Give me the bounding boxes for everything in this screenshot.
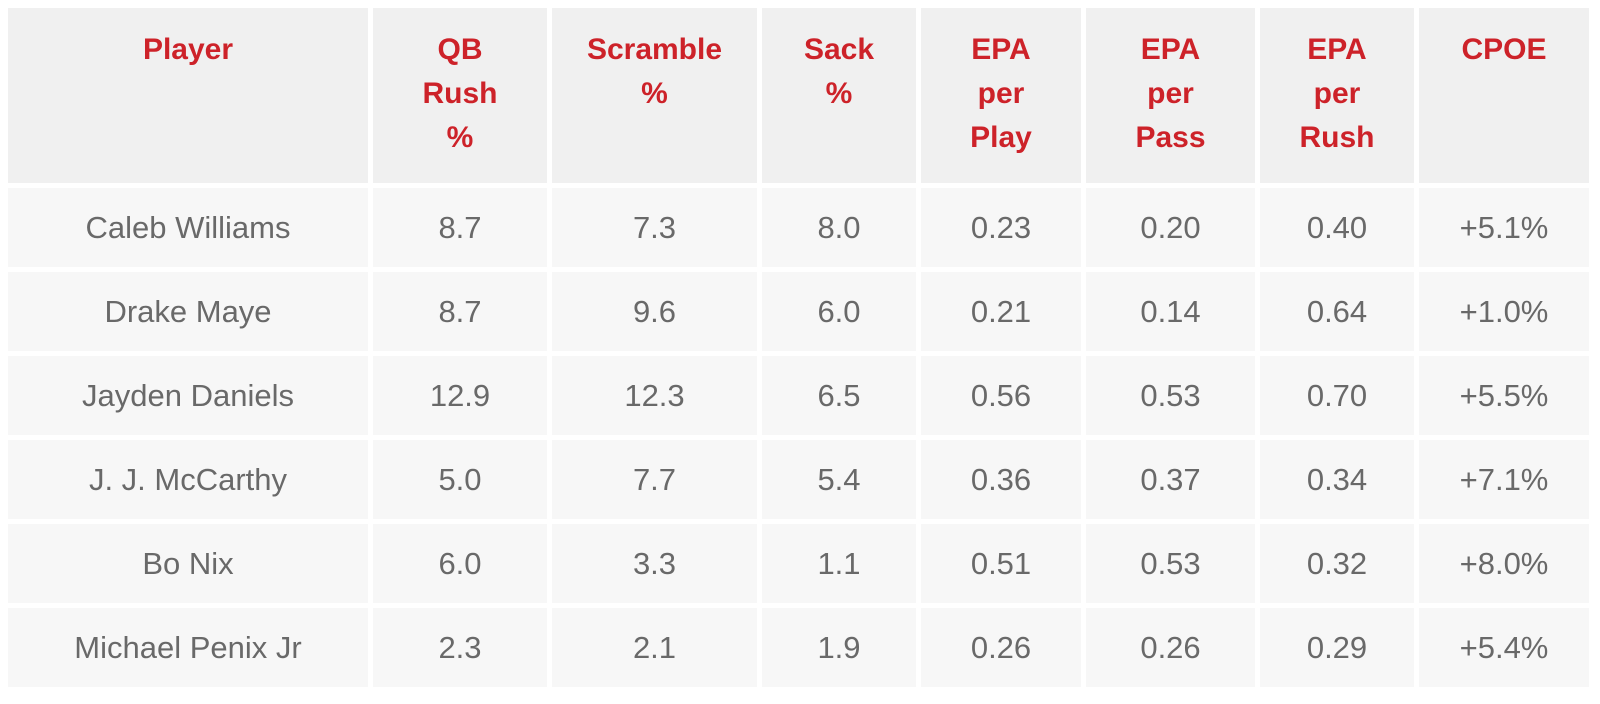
stat-cell-qb-rush-pct: 8.7 [373, 188, 547, 267]
column-header-qb-rush-pct: QB Rush % [373, 8, 547, 183]
column-header-scramble-pct: Scramble % [552, 8, 757, 183]
stat-cell-cpoe: +5.4% [1419, 608, 1589, 687]
table-row: Drake Maye 8.7 9.6 6.0 0.21 0.14 0.64 +1… [8, 272, 1589, 351]
stat-cell-sack-pct: 5.4 [762, 440, 916, 519]
column-header-epa-per-play: EPA per Play [921, 8, 1081, 183]
table-row: Caleb Williams 8.7 7.3 8.0 0.23 0.20 0.4… [8, 188, 1589, 267]
stat-cell-sack-pct: 6.5 [762, 356, 916, 435]
stat-cell-scramble-pct: 2.1 [552, 608, 757, 687]
stat-cell-epa-per-pass: 0.53 [1086, 524, 1255, 603]
stat-cell-epa-per-play: 0.21 [921, 272, 1081, 351]
stat-cell-qb-rush-pct: 12.9 [373, 356, 547, 435]
stat-cell-epa-per-pass: 0.14 [1086, 272, 1255, 351]
stat-cell-sack-pct: 1.9 [762, 608, 916, 687]
stat-cell-epa-per-pass: 0.20 [1086, 188, 1255, 267]
stat-cell-epa-per-rush: 0.32 [1260, 524, 1414, 603]
header-row: Player QB Rush % Scramble % Sack % EPA p… [8, 8, 1589, 183]
stat-cell-epa-per-play: 0.51 [921, 524, 1081, 603]
column-header-epa-per-pass: EPA per Pass [1086, 8, 1255, 183]
player-name-cell: J. J. McCarthy [8, 440, 368, 519]
stat-cell-epa-per-play: 0.36 [921, 440, 1081, 519]
table-header: Player QB Rush % Scramble % Sack % EPA p… [8, 8, 1589, 183]
stat-cell-qb-rush-pct: 8.7 [373, 272, 547, 351]
stat-cell-qb-rush-pct: 6.0 [373, 524, 547, 603]
qb-stats-table: Player QB Rush % Scramble % Sack % EPA p… [3, 3, 1594, 692]
player-name-cell: Jayden Daniels [8, 356, 368, 435]
stat-cell-qb-rush-pct: 5.0 [373, 440, 547, 519]
stat-cell-scramble-pct: 7.3 [552, 188, 757, 267]
stat-cell-epa-per-rush: 0.34 [1260, 440, 1414, 519]
stat-cell-epa-per-rush: 0.64 [1260, 272, 1414, 351]
stat-cell-epa-per-pass: 0.37 [1086, 440, 1255, 519]
stat-cell-sack-pct: 1.1 [762, 524, 916, 603]
table-row: Michael Penix Jr 2.3 2.1 1.9 0.26 0.26 0… [8, 608, 1589, 687]
player-name-cell: Caleb Williams [8, 188, 368, 267]
stat-cell-epa-per-rush: 0.40 [1260, 188, 1414, 267]
stat-cell-epa-per-play: 0.26 [921, 608, 1081, 687]
stat-cell-scramble-pct: 12.3 [552, 356, 757, 435]
stat-cell-cpoe: +5.5% [1419, 356, 1589, 435]
table-body: Caleb Williams 8.7 7.3 8.0 0.23 0.20 0.4… [8, 188, 1589, 687]
stat-cell-cpoe: +8.0% [1419, 524, 1589, 603]
stat-cell-sack-pct: 6.0 [762, 272, 916, 351]
column-header-cpoe: CPOE [1419, 8, 1589, 183]
column-header-epa-per-rush: EPA per Rush [1260, 8, 1414, 183]
stat-cell-scramble-pct: 7.7 [552, 440, 757, 519]
stat-cell-epa-per-pass: 0.53 [1086, 356, 1255, 435]
table-row: Jayden Daniels 12.9 12.3 6.5 0.56 0.53 0… [8, 356, 1589, 435]
stat-cell-epa-per-rush: 0.70 [1260, 356, 1414, 435]
stat-cell-cpoe: +5.1% [1419, 188, 1589, 267]
stat-cell-epa-per-play: 0.56 [921, 356, 1081, 435]
column-header-sack-pct: Sack % [762, 8, 916, 183]
player-name-cell: Bo Nix [8, 524, 368, 603]
stat-cell-scramble-pct: 3.3 [552, 524, 757, 603]
table-row: J. J. McCarthy 5.0 7.7 5.4 0.36 0.37 0.3… [8, 440, 1589, 519]
stat-cell-scramble-pct: 9.6 [552, 272, 757, 351]
stat-cell-epa-per-play: 0.23 [921, 188, 1081, 267]
stat-cell-sack-pct: 8.0 [762, 188, 916, 267]
player-name-cell: Drake Maye [8, 272, 368, 351]
stat-cell-epa-per-rush: 0.29 [1260, 608, 1414, 687]
table-row: Bo Nix 6.0 3.3 1.1 0.51 0.53 0.32 +8.0% [8, 524, 1589, 603]
stat-cell-cpoe: +1.0% [1419, 272, 1589, 351]
stat-cell-epa-per-pass: 0.26 [1086, 608, 1255, 687]
player-name-cell: Michael Penix Jr [8, 608, 368, 687]
column-header-player: Player [8, 8, 368, 183]
stat-cell-cpoe: +7.1% [1419, 440, 1589, 519]
stat-cell-qb-rush-pct: 2.3 [373, 608, 547, 687]
